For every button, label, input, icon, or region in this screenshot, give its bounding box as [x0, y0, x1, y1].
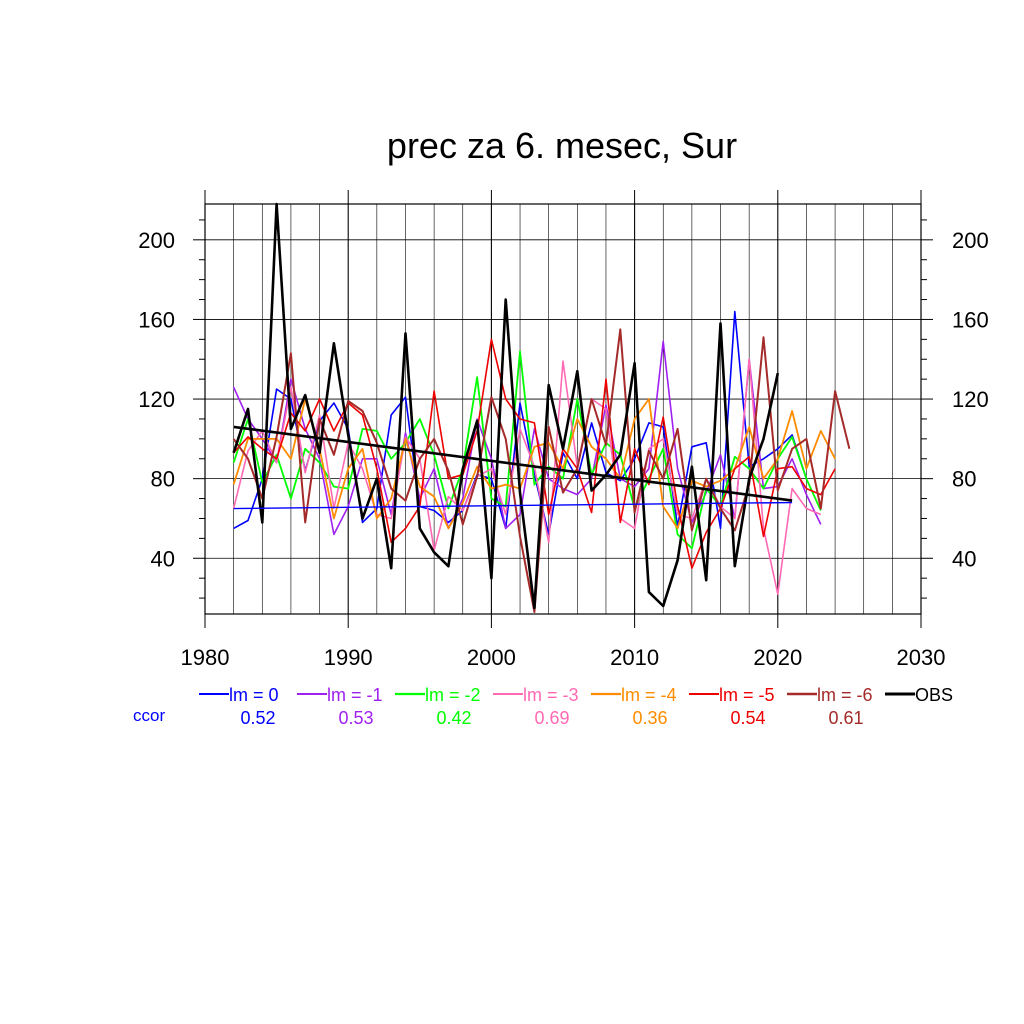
- y-tick-label: 80: [151, 467, 175, 492]
- y-tick-label: 40: [151, 546, 175, 571]
- legend-ccor-value: 0.69: [534, 708, 569, 728]
- y-tick-label: 120: [138, 387, 175, 412]
- legend-label: lm = -3: [523, 685, 579, 705]
- trend-line: [233, 501, 793, 510]
- x-tick-label: 2020: [753, 645, 802, 670]
- y-tick-label: 160: [138, 307, 175, 332]
- x-tick-label: 1990: [324, 645, 373, 670]
- legend-label: OBS: [915, 685, 953, 705]
- plot-frame: [204, 203, 922, 615]
- legend-label: lm = -2: [425, 685, 481, 705]
- series-line-lm-3: [232, 358, 822, 595]
- x-tick-label: 2000: [467, 645, 516, 670]
- grid-lines: [205, 204, 921, 614]
- legend-label: lm = 0: [229, 685, 279, 705]
- legend-ccor-value: 0.36: [632, 708, 667, 728]
- legend-label: lm = -1: [327, 685, 383, 705]
- x-tick-label: 2010: [610, 645, 659, 670]
- y-tick-label-right: 40: [952, 546, 976, 571]
- y-tick-label: 200: [138, 228, 175, 253]
- y-tick-label-right: 120: [952, 387, 989, 412]
- y-tick-label-right: 80: [952, 467, 976, 492]
- x-tick-label: 2030: [897, 645, 946, 670]
- legend-ccor-value: 0.42: [436, 708, 471, 728]
- legend-ccor-value: 0.52: [240, 708, 275, 728]
- x-tick-label: 1980: [181, 645, 230, 670]
- trend-line: [233, 425, 793, 502]
- y-tick-labels-right: 40 80 120 160 200: [952, 228, 989, 571]
- trend-lines: [233, 425, 793, 510]
- series-line-obs: [232, 202, 780, 610]
- series-line-lm-5: [233, 338, 836, 570]
- y-tick-label-right: 160: [952, 307, 989, 332]
- legend: lm = 0 0.52 lm = -1 0.53 lm = -2 0.42 lm = -3 0…: [199, 685, 953, 728]
- series-lines: [232, 202, 851, 613]
- legend-label: lm = -4: [621, 685, 677, 705]
- axis-ticks: [193, 190, 933, 628]
- x-tick-labels: 1980 1990 2000 2010 2020 2030: [181, 645, 946, 670]
- legend-ccor-value: 0.61: [828, 708, 863, 728]
- series-line-lm-1: [232, 340, 822, 536]
- y-tick-labels-left: 40 80 120 160 200: [138, 228, 175, 571]
- ccor-label: ccor: [133, 706, 165, 725]
- chart-title: prec za 6. mesec, Sur: [387, 125, 737, 166]
- legend-ccor-value: 0.53: [338, 708, 373, 728]
- legend-label: lm = -6: [817, 685, 873, 705]
- series-line-lm-2: [232, 350, 822, 550]
- legend-ccor-value: 0.54: [730, 708, 765, 728]
- legend-label: lm = -5: [719, 685, 775, 705]
- y-tick-label-right: 200: [952, 228, 989, 253]
